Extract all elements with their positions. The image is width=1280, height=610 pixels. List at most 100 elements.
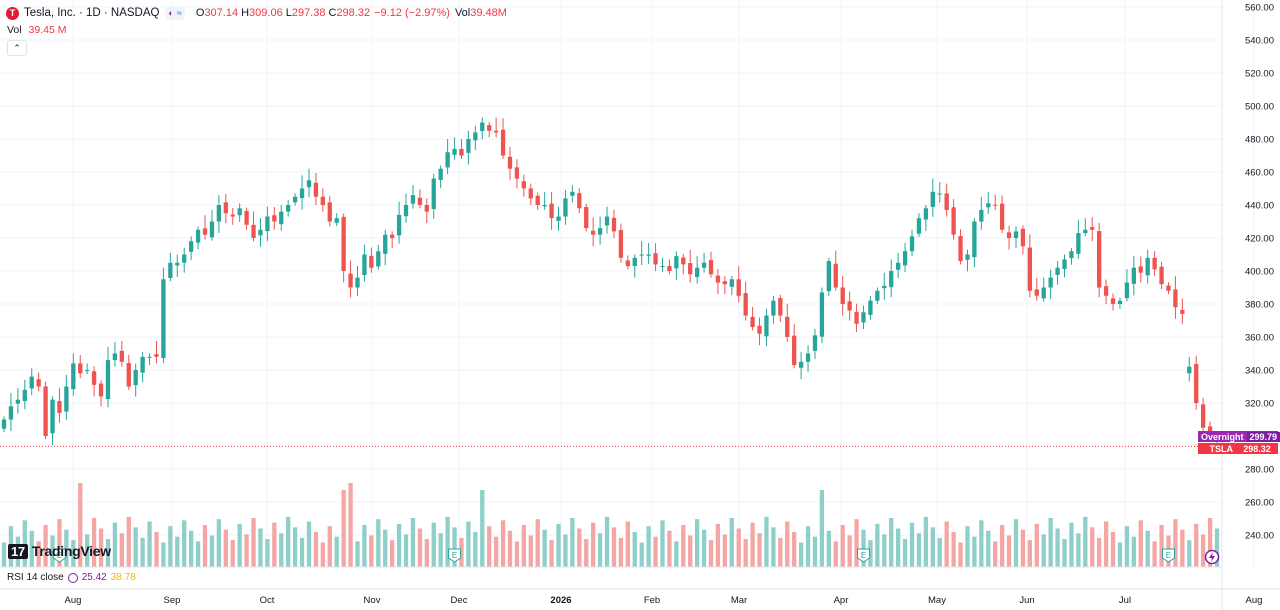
volume-bar (265, 539, 270, 567)
volume-bar (154, 532, 159, 567)
candle-body (473, 132, 478, 141)
volume-bar (410, 518, 416, 567)
candle-body (507, 156, 513, 169)
time-tick-label: Apr (834, 595, 849, 606)
volume-bar (528, 535, 533, 567)
candle-body (916, 218, 922, 234)
open-value: 307.14 (204, 7, 239, 19)
price-tick-label: 340.00 (1245, 366, 1274, 377)
volume-bar (417, 528, 423, 567)
volume-bar (999, 525, 1005, 567)
candle-body (1194, 364, 1199, 403)
candle-body (237, 208, 242, 216)
candle-body (660, 266, 665, 268)
candle-body (785, 316, 790, 337)
rsi-value: 25.42 (81, 572, 107, 583)
volume-bar (521, 525, 527, 567)
volume-bar (64, 529, 69, 567)
candle-body (1048, 277, 1053, 288)
candle-body (889, 271, 894, 288)
wave-icon[interactable]: ≈ (176, 8, 182, 18)
candle-body (618, 230, 624, 258)
candle-body (15, 399, 21, 404)
rsi-settings-icon[interactable] (67, 572, 78, 583)
earnings-markers[interactable]: EEEEE (52, 548, 1280, 563)
candle-body (313, 182, 319, 197)
volume-bar (798, 542, 804, 567)
volume-bar (930, 527, 935, 567)
candle-body (98, 383, 104, 397)
candle-body (979, 209, 984, 222)
candle-body (438, 168, 443, 180)
candle-body (57, 401, 62, 413)
tradingview-logo[interactable]: 17 TradingView (8, 543, 111, 559)
compare-pill[interactable]: ◐ ≈ (165, 6, 185, 20)
volume-indicator-value: 39.45 M (28, 24, 67, 36)
rsi-ma-value: 38.78 (110, 572, 136, 583)
volume-bar (1214, 528, 1220, 567)
volume-bar (424, 539, 429, 567)
candle-body (1117, 300, 1123, 304)
volume-bar (466, 521, 471, 567)
volume-bar (916, 533, 922, 567)
candle-body (50, 399, 55, 434)
volume-bar (902, 539, 908, 567)
candle-body (1069, 251, 1074, 259)
candle-body (175, 262, 180, 266)
candle-body (1152, 257, 1157, 270)
volume-bar (597, 533, 603, 567)
earnings-marker[interactable]: E (52, 548, 66, 563)
volume-bar (480, 490, 485, 567)
volume-bar (431, 522, 436, 567)
volume-bar (792, 532, 797, 567)
earnings-marker[interactable]: E (1161, 548, 1175, 563)
earnings-marker[interactable]: E (448, 548, 462, 563)
volume-bar (320, 542, 325, 567)
change-value: −9.12 (−2.97%) (374, 7, 450, 19)
candle-body (369, 255, 374, 268)
last-price-tag[interactable]: TSLA 298.32 (1198, 443, 1278, 455)
candle-body (514, 167, 520, 179)
price-tick-label: 400.00 (1245, 267, 1274, 278)
candle-body (591, 230, 596, 235)
volume-bar (182, 520, 187, 567)
high-label: H (241, 7, 250, 19)
candle-body (133, 370, 138, 386)
rsi-legend[interactable]: RSI 14 close 25.42 38.78 (7, 572, 136, 583)
candle-body (1083, 229, 1088, 234)
candle-body (764, 315, 769, 337)
candle-body (466, 139, 471, 153)
candle-body (91, 371, 97, 385)
volume-bar (833, 541, 838, 567)
volume-bar (646, 526, 651, 567)
moon-icon[interactable]: ◐ (168, 8, 174, 18)
candle-body (209, 221, 215, 238)
lightning-icon[interactable] (1204, 549, 1220, 565)
volume-bar (909, 522, 915, 567)
volume-bar (175, 536, 180, 567)
volume-bar (147, 521, 152, 567)
candle-body (500, 129, 506, 156)
candle-body (348, 273, 353, 288)
volume-bar (36, 541, 41, 567)
volume-indicator-legend[interactable]: Vol 39.45 M (7, 24, 66, 36)
candle-body (320, 196, 325, 205)
candle-body (396, 214, 402, 236)
candle-body (202, 228, 208, 235)
time-axis[interactable]: Aug Sep Oct Nov Dec 2026 Feb Mar Apr May Jun Jul Aug (65, 595, 1263, 606)
earnings-marker[interactable]: E (856, 548, 870, 563)
candle-body (743, 293, 748, 316)
volume-bar (383, 529, 388, 567)
overnight-price-tag[interactable]: Overnight 299.79 (1198, 431, 1280, 443)
price-axis[interactable]: 560.00 540.00 520.00 500.00 480.00 460.00 440.… (1245, 3, 1274, 542)
volume-bar (133, 527, 138, 567)
collapse-legend-button[interactable]: ⌃ (7, 40, 27, 56)
candle-body (306, 180, 312, 188)
volume-bar (286, 516, 291, 567)
symbol-title[interactable]: Tesla, Inc. · 1D · NASDAQ (24, 7, 160, 19)
candle-body (535, 195, 540, 205)
candle-body (1062, 259, 1067, 270)
candle-body (223, 202, 228, 214)
volume-bar (660, 520, 665, 567)
